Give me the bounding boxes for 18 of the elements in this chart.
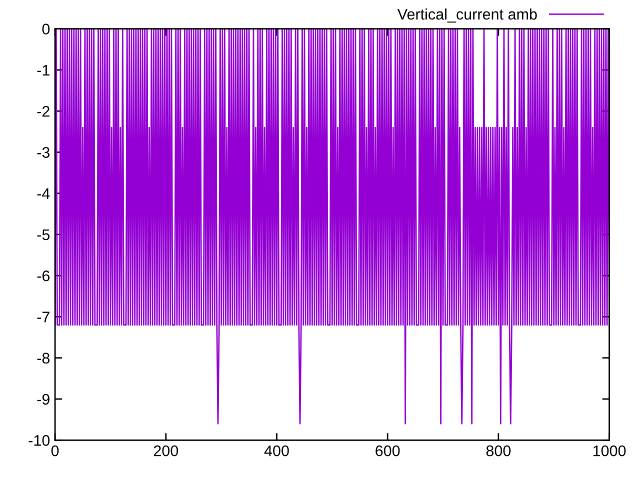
y-tick-label: -4 <box>37 188 50 199</box>
y-tick-label: -1 <box>37 64 50 76</box>
y-tick-label: -6 <box>37 270 50 282</box>
y-tick-label: -3 <box>37 147 50 158</box>
x-tick-label: 1000 <box>593 445 626 456</box>
x-tick-label: 600 <box>376 445 400 456</box>
y-tick-label: -10 <box>28 435 50 446</box>
y-tick-label: -9 <box>37 394 50 405</box>
x-tick-label: 400 <box>264 445 289 456</box>
y-tick-label: 0 <box>42 24 50 34</box>
x-tick-label: 200 <box>154 445 178 456</box>
x-tick-label: 0 <box>51 445 59 456</box>
legend-label: Vertical_current amb <box>397 8 537 23</box>
y-tick-label: -8 <box>37 352 50 364</box>
y-tick-label: -7 <box>37 312 50 322</box>
x-tick-label: 800 <box>486 445 511 456</box>
y-tick-label: -2 <box>37 106 50 117</box>
y-tick-label: -5 <box>37 230 50 240</box>
